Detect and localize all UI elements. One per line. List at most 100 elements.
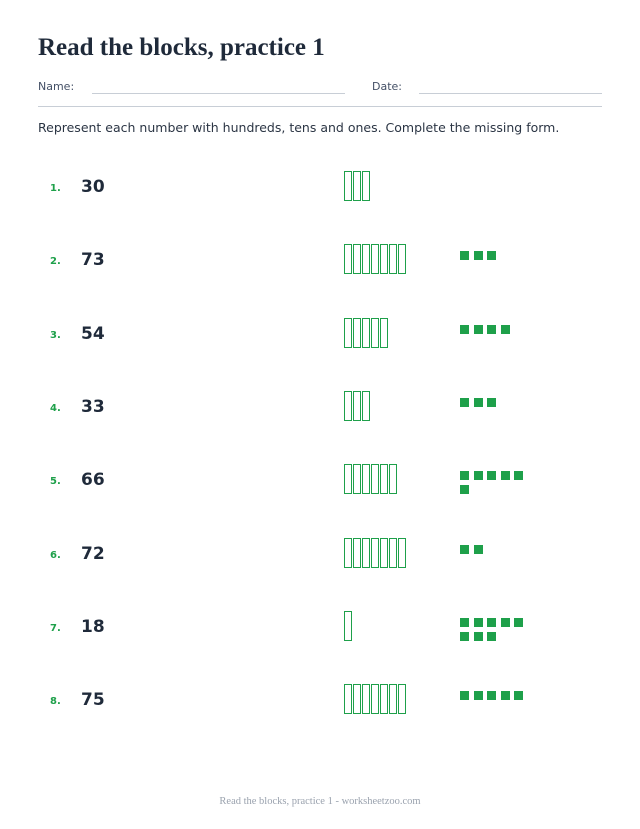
one-unit <box>473 618 483 627</box>
footer: Read the blocks, practice 1 - worksheetz… <box>219 796 421 807</box>
ten-rod <box>353 244 361 274</box>
one-unit <box>460 691 469 700</box>
ten-rod <box>353 464 361 494</box>
ten-rod <box>398 538 406 568</box>
problem-value: 75 <box>81 690 105 710</box>
ten-rod <box>371 244 379 274</box>
ones-blocks <box>460 325 540 355</box>
problem-value: 18 <box>81 617 105 637</box>
ten-rod <box>344 318 352 348</box>
ten-rod <box>362 171 370 201</box>
ones-blocks <box>460 471 540 501</box>
ten-rod <box>398 244 406 274</box>
ones-blocks <box>460 545 540 575</box>
one-unit <box>487 618 496 627</box>
ten-rod <box>380 538 388 568</box>
ten-rod <box>389 684 397 714</box>
ten-rod <box>362 684 370 714</box>
problem-row: 2. 73 <box>0 243 640 283</box>
one-unit <box>487 398 496 407</box>
ten-rod <box>353 318 361 348</box>
problem-row: 1. 30 <box>0 170 640 210</box>
ten-rod <box>362 244 370 274</box>
ten-rod <box>344 538 352 568</box>
problem-value: 33 <box>81 397 105 417</box>
problem-number: 1. <box>50 183 61 194</box>
ten-rod <box>389 464 397 494</box>
ten-rod <box>389 538 397 568</box>
one-unit <box>460 485 469 494</box>
ones-blocks <box>460 178 540 208</box>
date-field[interactable] <box>419 93 602 94</box>
ten-rod <box>344 684 352 714</box>
ten-rod <box>353 538 361 568</box>
header-divider <box>38 106 602 107</box>
one-unit <box>473 545 483 554</box>
ten-rod <box>344 244 352 274</box>
problem-row: 7. 18 <box>0 610 640 650</box>
one-unit <box>487 325 496 334</box>
problem-value: 66 <box>81 470 105 490</box>
ten-rod <box>344 171 352 201</box>
ten-rod <box>353 171 361 201</box>
ten-rod <box>344 464 352 494</box>
one-unit <box>500 691 510 700</box>
ten-rod <box>371 464 379 494</box>
one-unit <box>460 632 469 641</box>
one-unit <box>500 325 510 334</box>
one-unit <box>460 325 469 334</box>
ten-rod <box>362 391 370 421</box>
one-unit <box>473 471 483 480</box>
one-unit <box>473 632 483 641</box>
one-unit <box>460 398 469 407</box>
problem-row: 3. 54 <box>0 317 640 357</box>
one-unit <box>460 251 469 260</box>
one-unit <box>514 618 523 627</box>
ten-rod <box>353 391 361 421</box>
ten-rod <box>371 318 379 348</box>
problem-row: 5. 66 <box>0 463 640 503</box>
one-unit <box>460 545 469 554</box>
problem-value: 54 <box>81 324 105 344</box>
one-unit <box>487 632 496 641</box>
ten-rod <box>389 244 397 274</box>
ten-rod <box>344 391 352 421</box>
problem-number: 6. <box>50 550 61 561</box>
one-unit <box>460 618 469 627</box>
ten-rod <box>353 684 361 714</box>
problem-row: 4. 33 <box>0 390 640 430</box>
name-label: Name: <box>38 80 75 93</box>
one-unit <box>473 398 483 407</box>
ten-rod <box>362 538 370 568</box>
ten-rod <box>380 244 388 274</box>
ten-rod <box>380 318 388 348</box>
problem-number: 3. <box>50 330 61 341</box>
one-unit <box>500 618 510 627</box>
problem-value: 30 <box>81 177 105 197</box>
one-unit <box>473 251 483 260</box>
ten-rod <box>371 684 379 714</box>
instructions: Represent each number with hundreds, ten… <box>38 120 560 135</box>
one-unit <box>473 325 483 334</box>
ten-rod <box>398 684 406 714</box>
page-title: Read the blocks, practice 1 <box>38 34 325 61</box>
problem-number: 5. <box>50 476 61 487</box>
name-field[interactable] <box>92 93 345 94</box>
ones-blocks <box>460 398 540 428</box>
meta-row: Name: Date: <box>38 80 602 96</box>
ones-blocks <box>460 618 540 648</box>
one-unit <box>473 691 483 700</box>
problem-value: 72 <box>81 544 105 564</box>
ten-rod <box>362 318 370 348</box>
one-unit <box>514 471 523 480</box>
problem-row: 8. 75 <box>0 683 640 723</box>
ones-blocks <box>460 691 540 721</box>
one-unit <box>487 691 496 700</box>
problem-number: 8. <box>50 696 61 707</box>
problem-number: 2. <box>50 256 61 267</box>
problem-number: 4. <box>50 403 61 414</box>
ones-blocks <box>460 251 540 281</box>
one-unit <box>487 471 496 480</box>
ten-rod <box>344 611 352 641</box>
date-label: Date: <box>372 80 402 93</box>
